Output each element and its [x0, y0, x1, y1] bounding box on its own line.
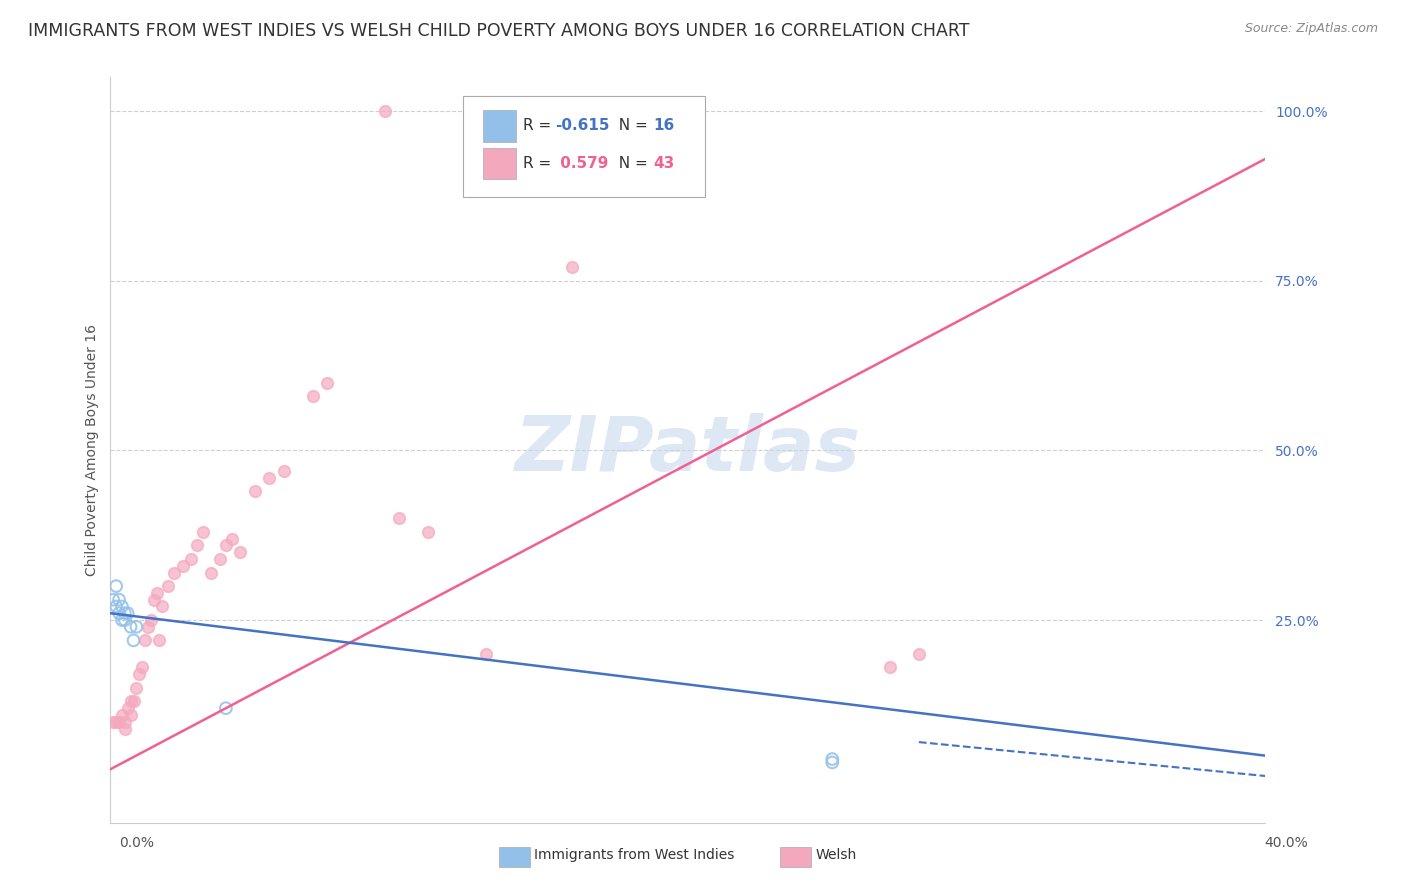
Text: N =: N = [609, 119, 652, 134]
Point [122, 633, 145, 648]
Point [879, 660, 901, 674]
Point [180, 552, 202, 566]
Y-axis label: Child Poverty Among Boys Under 16: Child Poverty Among Boys Under 16 [86, 325, 100, 576]
Text: ZIPatlas: ZIPatlas [515, 414, 860, 487]
Point [131, 660, 153, 674]
Point [273, 464, 295, 478]
Point [120, 708, 142, 723]
Text: 16: 16 [654, 119, 675, 134]
Point [257, 470, 280, 484]
Point [150, 599, 173, 614]
Text: IMMIGRANTS FROM WEST INDIES VS WELSH CHILD POVERTY AMONG BOYS UNDER 16 CORRELATI: IMMIGRANTS FROM WEST INDIES VS WELSH CHI… [28, 22, 970, 40]
Point [125, 620, 148, 634]
Point [157, 579, 180, 593]
Text: 0.0%: 0.0% [120, 836, 155, 850]
Point [209, 552, 232, 566]
Point [122, 694, 145, 708]
Point [134, 633, 156, 648]
Point [117, 606, 139, 620]
Point [136, 620, 159, 634]
Text: 0.579: 0.579 [555, 156, 609, 170]
Point [103, 714, 125, 729]
FancyBboxPatch shape [484, 111, 516, 142]
Point [388, 511, 411, 525]
Point [163, 566, 186, 580]
Point [120, 620, 142, 634]
FancyBboxPatch shape [463, 96, 706, 197]
Point [148, 633, 170, 648]
Point [908, 647, 931, 661]
Point [125, 681, 148, 695]
Point [200, 566, 222, 580]
Point [316, 376, 339, 390]
Point [111, 708, 134, 723]
Point [117, 701, 139, 715]
Point [105, 599, 128, 614]
Text: -0.615: -0.615 [555, 119, 610, 134]
Point [821, 756, 844, 770]
Point [105, 714, 128, 729]
Point [145, 586, 167, 600]
Point [475, 647, 498, 661]
Text: Source: ZipAtlas.com: Source: ZipAtlas.com [1244, 22, 1378, 36]
Point [221, 532, 243, 546]
Point [108, 592, 131, 607]
Text: 43: 43 [654, 156, 675, 170]
Text: Welsh: Welsh [815, 847, 856, 862]
Text: Immigrants from West Indies: Immigrants from West Indies [534, 847, 735, 862]
Point [114, 714, 136, 729]
Point [301, 389, 323, 403]
FancyBboxPatch shape [484, 147, 516, 179]
Point [172, 558, 194, 573]
Point [215, 701, 238, 715]
Point [120, 694, 142, 708]
Point [416, 524, 439, 539]
Point [374, 104, 396, 119]
Point [229, 545, 252, 559]
Point [139, 613, 162, 627]
Point [215, 538, 238, 552]
Point [114, 722, 136, 736]
Point [105, 579, 128, 593]
Point [821, 752, 844, 766]
Text: 40.0%: 40.0% [1264, 836, 1308, 850]
Point [186, 538, 208, 552]
Text: N =: N = [609, 156, 652, 170]
Text: R =: R = [523, 156, 555, 170]
Point [114, 606, 136, 620]
Point [142, 592, 165, 607]
Point [108, 606, 131, 620]
Point [561, 260, 583, 275]
Point [191, 524, 214, 539]
Text: R =: R = [523, 119, 555, 134]
Point [128, 667, 150, 681]
Point [243, 484, 266, 499]
Point [108, 714, 131, 729]
Point [103, 592, 125, 607]
Point [111, 613, 134, 627]
Point [111, 599, 134, 614]
Point [114, 613, 136, 627]
